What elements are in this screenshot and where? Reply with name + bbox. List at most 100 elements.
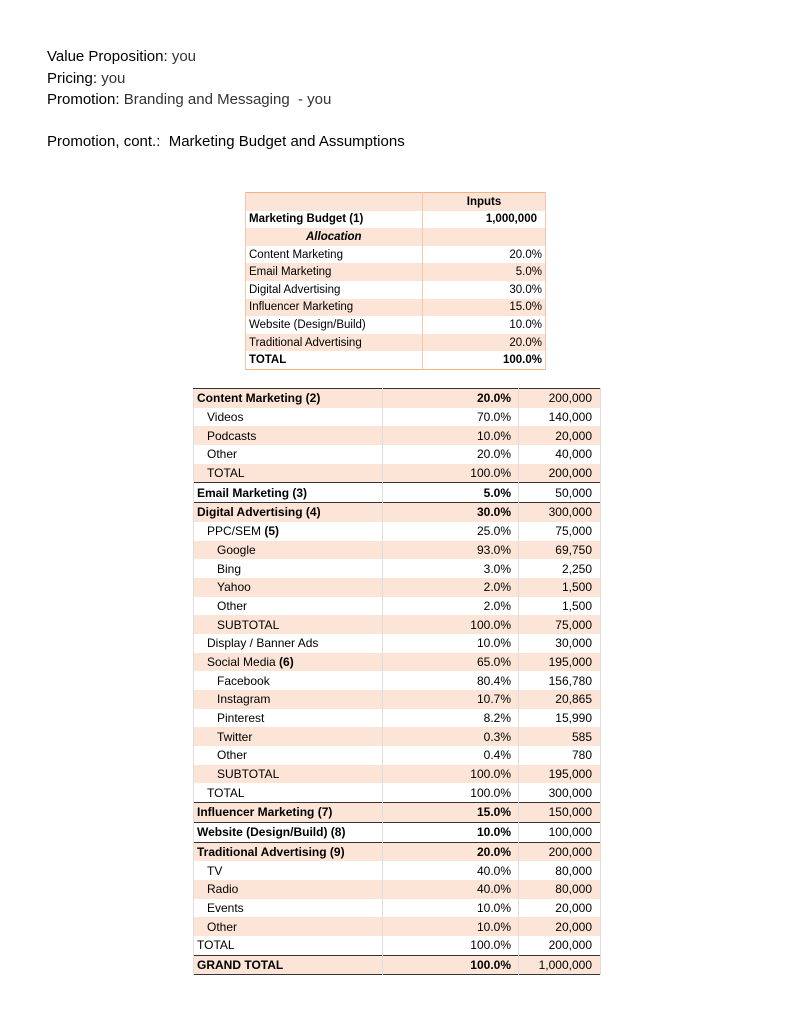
row: Email Marketing (3) 5.0% 50,000 [193,482,601,503]
amount: 69,750 [518,540,601,560]
allocation-header: Allocation [245,228,423,246]
row: Marketing Budget (1) 1,000,000 [245,210,546,229]
row: Traditional Advertising 20.0% [245,333,546,352]
percent: 0.3% [382,727,519,747]
amount: 300,000 [518,783,601,803]
row: Allocation [245,228,546,246]
label: TOTAL [207,785,245,800]
row: TOTAL 100.0% 200,000 [193,463,601,483]
value: 20.0% [422,245,546,264]
row: Pinterest 8.2% 15,990 [193,708,601,728]
amount: 195,000 [518,652,601,672]
label-cell: Radio [193,879,383,899]
label-cell: TOTAL [193,783,383,803]
value: 30.0% [422,280,546,299]
percent: 25.0% [382,521,519,541]
row: Radio 40.0% 80,000 [193,879,601,899]
label-cell: Events [193,898,383,918]
amount: 20,000 [518,917,601,936]
label-cell: Other [193,746,383,765]
label: Digital Advertising [245,280,423,299]
percent: 30.0% [382,502,519,522]
label: SUBTOTAL [217,767,280,782]
label: Videos [207,410,244,425]
label: Google [217,542,256,557]
note: (6) [279,654,294,669]
row: Google 93.0% 69,750 [193,540,601,560]
label: Yahoo [217,580,251,595]
row: Yahoo 2.0% 1,500 [193,577,601,597]
label-cell: Influencer Marketing (7) [193,802,383,823]
amount: 20,000 [518,426,601,446]
label: Promotion: [47,91,120,108]
amount: 200,000 [518,463,601,483]
label: Influencer Marketing [245,298,423,317]
row: GRAND TOTAL 100.0% 1,000,000 [193,954,601,975]
percent: 100.0% [382,615,519,634]
amount: 80,000 [518,879,601,899]
label: TOTAL [245,351,423,370]
row: TOTAL 100.0% 300,000 [193,783,601,803]
percent: 65.0% [382,652,519,672]
label-cell: GRAND TOTAL [193,954,383,975]
percent: 10.0% [382,917,519,936]
label: Marketing Budget (1) [245,210,423,229]
column-header: Inputs [422,192,546,211]
label: Website (Design/Build) (8) [197,825,346,840]
row: Instagram 10.7% 20,865 [193,690,601,709]
percent: 10.0% [382,821,519,842]
amount: 20,865 [518,690,601,709]
label: Other [207,447,238,462]
header-line: Value Proposition: you [47,48,196,65]
label-cell: TOTAL [193,935,383,956]
row: Videos 70.0% 140,000 [193,407,601,427]
label: Display / Banner Ads [207,636,319,651]
label: Other [217,598,248,613]
label: Events [207,900,244,915]
text: you [171,48,196,65]
label: Pricing: [47,70,98,87]
value: 5.0% [422,263,546,281]
label: Pinterest [217,711,265,726]
label-cell: Display / Banner Ads [193,633,383,653]
label: Instagram [217,692,271,707]
amount: 585 [518,727,601,747]
header-line: Pricing: you [47,70,125,87]
label-cell: SUBTOTAL [193,615,383,634]
amount: 140,000 [518,407,601,427]
percent: 100.0% [382,954,519,975]
percent: 5.0% [382,482,519,503]
row: Twitter 0.3% 585 [193,727,601,747]
amount: 300,000 [518,502,601,522]
label: TOTAL [197,938,235,953]
label-cell: Twitter [193,727,383,747]
row: PPC/SEM (5) 25.0% 75,000 [193,521,601,541]
label: Other [207,919,238,934]
label-cell: TOTAL [193,463,383,483]
percent: 20.0% [382,387,519,408]
amount: 200,000 [518,387,601,408]
row: Other 10.0% 20,000 [193,917,601,936]
label: Influencer Marketing (7) [197,805,333,820]
percent: 15.0% [382,802,519,823]
percent: 8.2% [382,708,519,728]
amount: 150,000 [518,802,601,823]
percent: 70.0% [382,407,519,427]
percent: 40.0% [382,879,519,899]
label: Digital Advertising (4) [197,505,321,520]
amount: 75,000 [518,521,601,541]
label: Social Media [207,654,276,669]
row: Display / Banner Ads 10.0% 30,000 [193,633,601,653]
amount: 1,000,000 [518,954,601,975]
label: Twitter [217,729,253,744]
row: Events 10.0% 20,000 [193,898,601,918]
amount: 195,000 [518,764,601,784]
percent: 93.0% [382,540,519,560]
label: Website (Design/Build) [245,316,423,334]
percent: 100.0% [382,935,519,956]
label-cell: Email Marketing (3) [193,482,383,503]
row: Other 2.0% 1,500 [193,596,601,616]
row: SUBTOTAL 100.0% 195,000 [193,764,601,784]
row: TOTAL 100.0% [245,351,546,370]
label: TOTAL [207,466,245,481]
